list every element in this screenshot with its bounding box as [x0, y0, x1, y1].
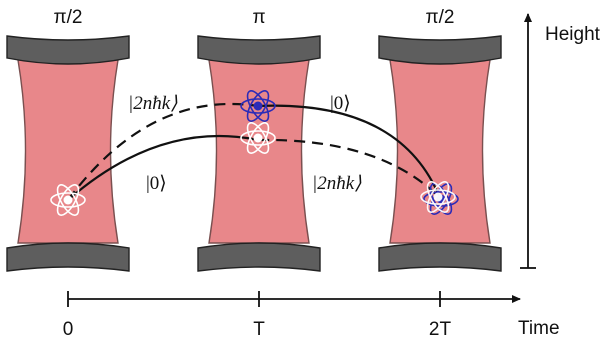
- cavity-1-beam: [17, 59, 119, 244]
- cavity-3-bottom-mirror: [378, 242, 502, 272]
- cavity-1: [6, 35, 130, 272]
- cavity-2: [197, 35, 321, 272]
- lower-path-solid: [67, 134, 259, 201]
- state-label-upper-right: |0⟩: [330, 93, 351, 114]
- cavity-2-beam: [208, 59, 310, 244]
- time-tick-label-2T: 2T: [429, 319, 452, 340]
- state-label-lower-right: |2nħk⟩: [312, 173, 362, 194]
- cavity-2-bottom-mirror: [197, 242, 321, 272]
- lower-path-dashed: [257, 138, 441, 199]
- height-axis-label: Height: [545, 24, 601, 45]
- time-axis-label: Time: [518, 318, 560, 339]
- cavity-1-top-mirror: [6, 35, 130, 65]
- pulse-label-3: π/2: [426, 7, 455, 28]
- pulse-label-2: π: [252, 7, 265, 28]
- upper-path-solid: [257, 104, 442, 199]
- cavity-2-top-mirror: [197, 35, 321, 65]
- cavity-1-bottom-mirror: [6, 242, 130, 272]
- pulse-label-1: π/2: [54, 7, 83, 28]
- time-tick-label-0: 0: [63, 319, 74, 340]
- state-label-upper-left: |2nħk⟩: [128, 93, 178, 114]
- state-label-lower-left: |0⟩: [146, 173, 167, 194]
- cavity-3: [378, 35, 502, 272]
- cavity-3-top-mirror: [378, 35, 502, 65]
- cavity-3-beam: [389, 59, 491, 244]
- time-tick-label-T: T: [253, 319, 265, 340]
